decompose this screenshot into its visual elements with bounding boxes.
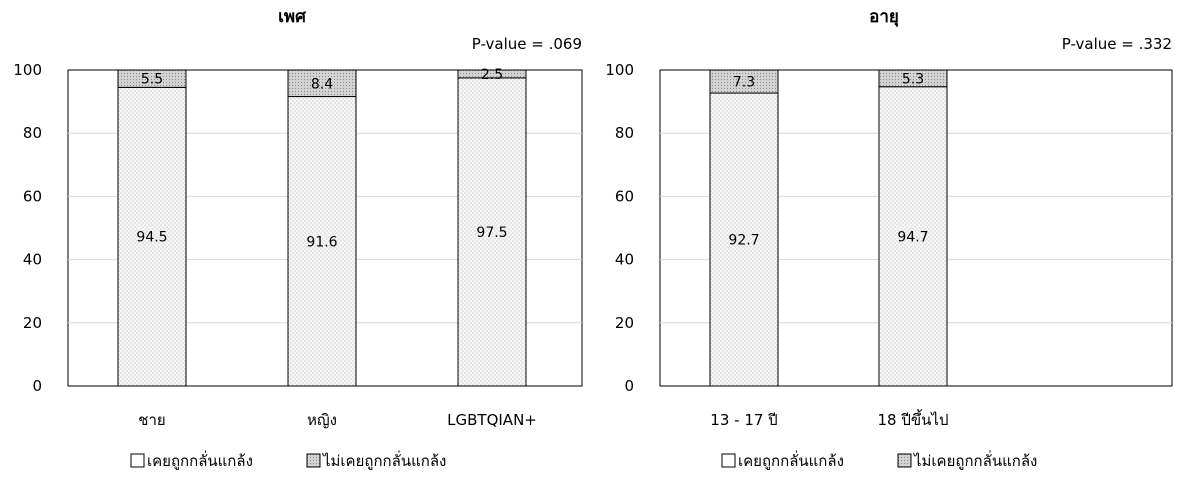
bar-segment-bullied [457, 77, 527, 387]
data-label: 97.5 [476, 225, 507, 241]
legend-swatch-bullied [721, 453, 736, 468]
y-tick-label: 20 [615, 314, 634, 332]
data-label: 94.7 [897, 229, 928, 245]
bar-segment-bullied [287, 96, 357, 387]
bar-segment-bullied [117, 86, 187, 387]
data-label: 7.3 [733, 75, 755, 91]
y-tick-label: 20 [23, 314, 42, 332]
data-label: 5.3 [902, 71, 924, 87]
legend-swatch-not-bullied [306, 453, 321, 468]
bar-segment-not-bullied [709, 69, 779, 94]
y-tick-label: 0 [32, 377, 42, 395]
legend-label: ไม่เคยถูกกลั่นแกล้ง [322, 450, 446, 470]
x-category-label: ชาย [138, 411, 165, 429]
chart-title: เพศ [278, 7, 307, 27]
x-category-label: 18 ปีขึ้นไป [878, 409, 949, 429]
data-label: 94.5 [136, 230, 167, 246]
legend-label: เคยถูกกลั่นแกล้ง [738, 450, 844, 470]
y-tick-label: 40 [23, 251, 42, 269]
x-category-label: LGBTQIAN+ [447, 411, 537, 429]
y-tick-label: 40 [615, 251, 634, 269]
data-label: 92.7 [728, 233, 759, 249]
y-tick-label: 100 [605, 61, 634, 79]
legend-swatch-not-bullied [897, 453, 912, 468]
bar-segment-not-bullied [878, 69, 948, 88]
x-category-label: หญิง [307, 411, 337, 429]
bar-segment-not-bullied [117, 69, 187, 88]
x-category-label: 13 - 17 ปี [710, 411, 777, 429]
data-label: 91.6 [306, 234, 337, 250]
data-label: 5.5 [141, 72, 163, 88]
y-tick-label: 60 [615, 187, 634, 205]
p-value-annotation: P-value = .332 [1062, 35, 1172, 53]
chart-title: อายุ [869, 7, 899, 27]
legend: เคยถูกกลั่นแกล้ง ไม่เคยถูกกลั่นแกล้ง [130, 450, 446, 470]
y-tick-label: 60 [23, 187, 42, 205]
chart-gender: 0 20 40 60 80 100 เพศ P-value = .069 94.5 5.5 ชาย 9… [13, 7, 583, 470]
y-tick-label: 0 [624, 377, 634, 395]
legend-label: เคยถูกกลั่นแกล้ง [147, 450, 253, 470]
data-label: 2.5 [481, 67, 503, 83]
y-tick-label: 80 [615, 124, 634, 142]
legend-swatch-bullied [130, 453, 145, 468]
y-tick-label: 100 [13, 61, 42, 79]
p-value-annotation: P-value = .069 [472, 35, 582, 53]
chart-age: 0 20 40 60 80 100 อายุ P-value = .332 92.7 7.3 13 … [605, 7, 1173, 470]
y-tick-label: 80 [23, 124, 42, 142]
bar-segment-bullied [878, 86, 948, 387]
data-label: 8.4 [311, 76, 333, 92]
legend: เคยถูกกลั่นแกล้ง ไม่เคยถูกกลั่นแกล้ง [721, 450, 1037, 470]
bar-segment-not-bullied [457, 69, 527, 79]
bar-segment-not-bullied [287, 69, 357, 98]
legend-label: ไม่เคยถูกกลั่นแกล้ง [913, 450, 1037, 470]
